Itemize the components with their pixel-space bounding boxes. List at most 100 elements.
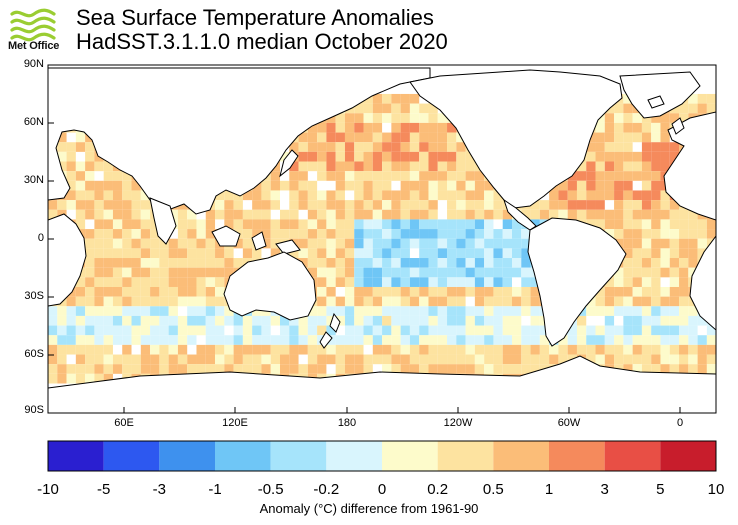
- anomaly-cell: [586, 344, 596, 355]
- anomaly-cell: [382, 200, 392, 210]
- anomaly-cell: [493, 335, 503, 345]
- anomaly-cell: [428, 335, 438, 345]
- anomaly-cell: [474, 344, 485, 355]
- anomaly-cell: [150, 325, 160, 336]
- anomaly-cell: [660, 142, 670, 152]
- anomaly-cell: [651, 190, 661, 201]
- anomaly-cell: [66, 344, 76, 355]
- anomaly-cell: [382, 209, 392, 220]
- anomaly-cell: [131, 267, 141, 278]
- anomaly-cell: [103, 306, 113, 316]
- south-america-landmass: [527, 217, 627, 347]
- anomaly-cell: [391, 209, 401, 220]
- anomaly-cell: [623, 171, 633, 181]
- anomaly-cell: [391, 286, 401, 297]
- anomaly-cell: [187, 209, 197, 220]
- anomaly-cell: [112, 238, 123, 249]
- anomaly-cell: [112, 286, 123, 297]
- anomaly-cell: [112, 354, 123, 365]
- anomaly-cell: [419, 142, 429, 152]
- anomaly-cell: [224, 219, 234, 230]
- anomaly-cell: [131, 200, 141, 210]
- anomaly-cell: [614, 335, 624, 345]
- anomaly-cell: [493, 238, 503, 249]
- anomaly-cell: [326, 296, 336, 307]
- anomaly-cell: [48, 306, 58, 316]
- anomaly-cell: [242, 238, 253, 249]
- anomaly-cell: [317, 238, 327, 249]
- anomaly-cell: [456, 151, 466, 162]
- anomaly-cell: [614, 306, 624, 316]
- anomaly-cell: [354, 122, 364, 133]
- anomaly-cell: [576, 171, 587, 181]
- anomaly-cell: [122, 267, 132, 278]
- anomaly-cell: [215, 354, 225, 365]
- anomaly-cell: [131, 325, 141, 336]
- anomaly-cell: [521, 258, 531, 268]
- anomaly-cell: [289, 190, 299, 201]
- anomaly-cell: [57, 315, 67, 326]
- anomaly-cell: [530, 200, 540, 210]
- anomaly-cell: [150, 296, 160, 307]
- anomaly-cell: [474, 171, 485, 181]
- anomaly-cell: [456, 238, 466, 249]
- anomaly-cell: [363, 315, 373, 326]
- anomaly-cell: [447, 219, 457, 230]
- anomaly-cell: [187, 219, 197, 230]
- anomaly-cell: [363, 200, 373, 210]
- anomaly-cell: [447, 209, 457, 220]
- anomaly-cell: [289, 229, 299, 239]
- anomaly-cell: [317, 296, 327, 307]
- anomaly-cell: [400, 364, 410, 374]
- colorbar-swatch: [437, 441, 494, 471]
- anomaly-cell: [623, 344, 633, 355]
- anomaly-cell: [586, 171, 596, 181]
- anomaly-cell: [660, 238, 670, 249]
- anomaly-cell: [400, 335, 410, 345]
- anomaly-cell: [363, 238, 373, 249]
- anomaly-cell: [344, 335, 355, 345]
- lat-label-30n: 30N: [23, 174, 44, 186]
- anomaly-cell: [660, 296, 670, 307]
- anomaly-cell: [298, 219, 308, 230]
- anomaly-cell: [242, 229, 253, 239]
- anomaly-cell: [660, 286, 670, 297]
- title-line-2: HadSST.3.1.1.0 median October 2020: [76, 29, 448, 54]
- anomaly-cell: [354, 190, 364, 201]
- anomaly-cell: [382, 238, 392, 249]
- anomaly-cell: [512, 238, 522, 249]
- anomaly-cell: [697, 103, 707, 114]
- anomaly-cell: [493, 344, 503, 355]
- anomaly-cell: [57, 364, 67, 374]
- anomaly-cell: [252, 306, 262, 316]
- anomaly-cell: [215, 248, 225, 259]
- anomaly-cell: [298, 364, 308, 374]
- anomaly-cell: [261, 229, 271, 239]
- anomaly-cell: [122, 354, 132, 365]
- anomaly-cell: [270, 200, 280, 210]
- anomaly-cell: [354, 132, 364, 143]
- anomaly-cell: [651, 229, 661, 239]
- anomaly-cell: [484, 296, 494, 307]
- north-america-landmass: [409, 69, 623, 209]
- anomaly-cell: [595, 142, 605, 152]
- anomaly-cell: [419, 190, 429, 201]
- anomaly-cell: [196, 258, 206, 268]
- anomaly-cell: [354, 354, 364, 365]
- anomaly-cell: [400, 306, 410, 316]
- anomaly-cell: [474, 238, 485, 249]
- lon-label-120w: 120W: [443, 417, 473, 429]
- anomaly-cell: [326, 190, 336, 201]
- anomaly-cell: [391, 258, 401, 268]
- lat-label-30s: 30S: [24, 290, 44, 302]
- anomaly-cell: [159, 325, 169, 336]
- anomaly-cell: [409, 103, 420, 114]
- anomaly-cell: [252, 335, 262, 345]
- anomaly-cell: [539, 200, 550, 210]
- anomaly-cell: [354, 229, 364, 239]
- anomaly-cell: [131, 248, 141, 259]
- anomaly-cell: [131, 190, 141, 201]
- lat-label-90s: 90S: [24, 404, 44, 416]
- anomaly-cell: [131, 238, 141, 249]
- anomaly-cell: [233, 200, 243, 210]
